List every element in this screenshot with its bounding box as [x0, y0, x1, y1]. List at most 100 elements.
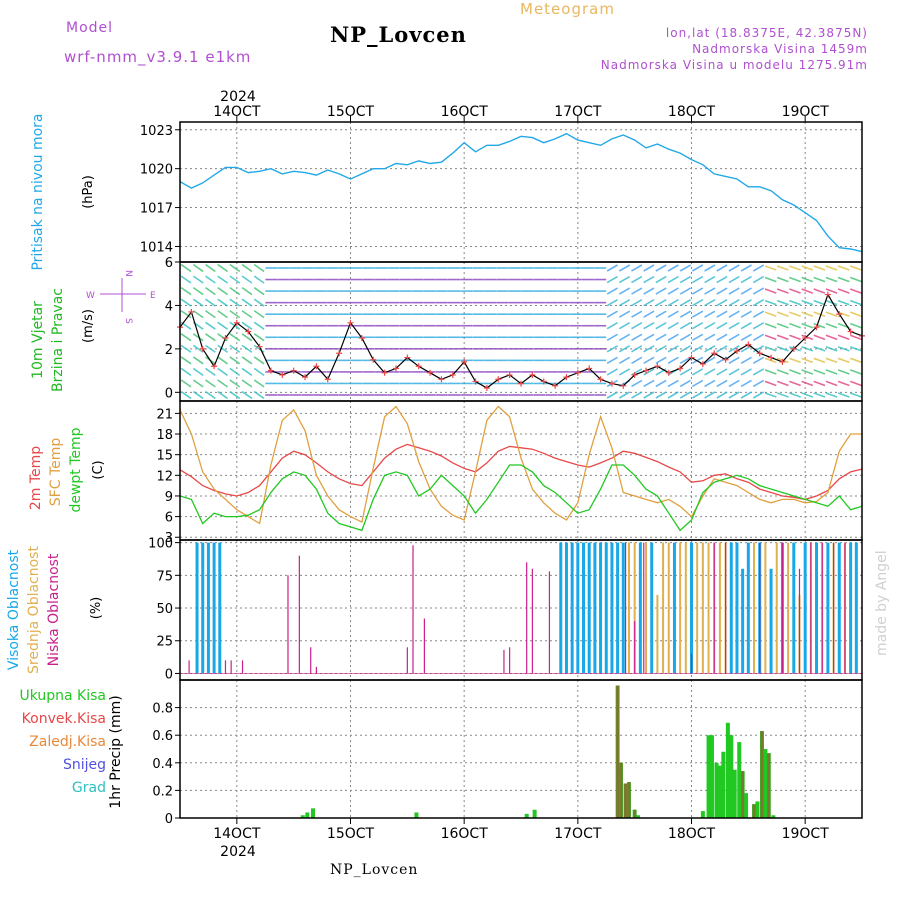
bottom-day-label: 15OCT	[327, 826, 375, 842]
wind-barb	[813, 265, 826, 271]
wind-barb	[776, 369, 789, 375]
wind-barb	[643, 379, 655, 388]
wind-barb	[241, 263, 253, 273]
high-cloud-bar	[582, 542, 586, 674]
wind-barb	[849, 265, 862, 271]
wind-speed-point	[790, 345, 797, 352]
wind-barb	[631, 298, 643, 307]
high-cloud-bar	[769, 568, 773, 674]
wind-barb	[740, 264, 752, 272]
wind-barb	[776, 299, 789, 306]
wind-barb	[655, 287, 667, 295]
wind-speed-point	[506, 371, 513, 378]
high-cloud-bar	[570, 542, 574, 674]
wind-barb	[728, 287, 740, 295]
wind-barb	[192, 263, 204, 273]
low-cloud-bar	[643, 542, 645, 674]
low-cloud-bar	[241, 660, 244, 674]
pressure-units: (hPa)	[81, 175, 96, 209]
wind-barb	[631, 379, 643, 388]
wind-barb	[801, 276, 814, 283]
mid-cloud-bar	[701, 542, 704, 674]
wind-barb	[849, 392, 862, 398]
wind-barb	[667, 264, 679, 272]
low-cloud-bar	[844, 542, 846, 674]
wind-barb	[618, 345, 631, 353]
wind-barb	[764, 311, 777, 317]
wind-speed-point	[188, 308, 195, 315]
wind-speed-point	[495, 376, 502, 383]
wind-speed-point	[518, 380, 524, 387]
wind-speed-point	[563, 374, 570, 381]
wind-barb	[764, 369, 777, 375]
bottom-title: NP_Lovcen	[330, 862, 419, 878]
bottom-day-label: 14OCT	[213, 826, 261, 842]
wind-speed-point	[756, 350, 763, 357]
high-cloud-label: Visoka Oblacnost	[6, 549, 22, 670]
wind-barb	[801, 357, 814, 364]
wind-barb	[180, 390, 192, 400]
precip-legend-item: Konvek.Kisa	[22, 711, 106, 727]
wind-speed-point	[529, 371, 536, 378]
wind-barb	[655, 322, 667, 330]
wind-barb	[728, 368, 740, 376]
wind-barb	[253, 390, 265, 400]
wind-speed-point	[643, 367, 650, 374]
wind-barb	[801, 288, 814, 294]
wind-barb	[667, 391, 679, 399]
total-precip-bar	[737, 742, 742, 818]
total-precip-bar	[414, 812, 419, 818]
low-cloud-bar	[509, 647, 511, 674]
wind-speed-point	[199, 345, 206, 352]
mid-cloud-bar	[679, 542, 682, 674]
wind-barb	[192, 333, 204, 342]
wind-barb	[849, 380, 862, 387]
high-cloud-bar	[741, 568, 745, 674]
wind-barb	[618, 333, 631, 341]
convective-precip-bar	[760, 731, 764, 818]
wind-barb	[667, 333, 679, 341]
wind-barb	[704, 333, 716, 341]
dewpoint-label: dewpt Temp	[68, 427, 84, 512]
total-precip-bar	[305, 812, 310, 818]
wind-speed-point	[290, 367, 297, 374]
wind-barb	[679, 333, 692, 341]
wind-barb	[752, 287, 765, 295]
wind-barb	[813, 311, 826, 317]
wind-barb	[229, 379, 241, 388]
wind-barb	[837, 265, 850, 271]
wind-speed-point	[768, 354, 775, 361]
wind-barb	[606, 298, 618, 307]
wind-barb	[655, 345, 667, 353]
wind-barb	[704, 391, 716, 399]
high-cloud-bar	[195, 542, 199, 674]
mid-cloud-bar	[667, 542, 670, 674]
wind-barb	[764, 392, 777, 398]
wind-barb	[631, 356, 643, 365]
wind-barb	[253, 379, 265, 388]
wind-speed-point	[631, 371, 638, 378]
wind-barb	[192, 344, 204, 353]
wind-speed-point	[279, 371, 286, 378]
wind-barb	[752, 333, 765, 341]
wind-speed-point	[665, 369, 672, 376]
wind-barb	[655, 264, 667, 272]
wind-barb	[801, 265, 814, 271]
wind-barb	[631, 287, 643, 295]
y-tick-label: 1023	[140, 124, 173, 139]
wind-speed-point	[779, 358, 786, 365]
wind-barb	[643, 287, 655, 295]
mid-cloud-bar	[696, 542, 699, 674]
wind-barb	[229, 344, 241, 353]
mid-cloud-bar	[645, 542, 648, 674]
wind-barb	[825, 276, 838, 283]
low-cloud-bar	[781, 542, 784, 674]
wind-barb	[606, 287, 618, 295]
low-cloud-bar	[810, 542, 812, 674]
wind-axis-label-2: Brzina i Pravac	[50, 288, 66, 392]
wind-barb	[606, 275, 618, 284]
total-precip-bar	[524, 813, 529, 818]
bottom-day-label: 19OCT	[782, 826, 830, 842]
total-precip-bar	[709, 735, 714, 818]
high-cloud-bar	[815, 542, 819, 674]
